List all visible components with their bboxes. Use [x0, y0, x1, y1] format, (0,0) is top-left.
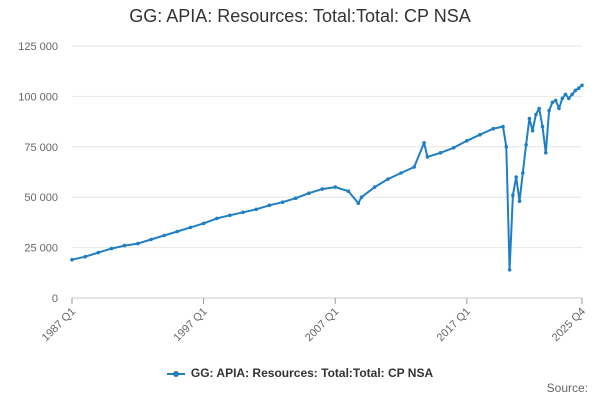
data-point: [557, 106, 561, 111]
y-tick-label: 25 000: [24, 243, 58, 255]
data-point: [573, 88, 578, 93]
data-point: [504, 145, 509, 149]
data-point: [122, 243, 127, 248]
data-point: [465, 139, 469, 143]
data-point: [149, 237, 153, 242]
data-point: [570, 92, 574, 97]
data-point: [96, 250, 101, 255]
data-point: [530, 128, 535, 133]
y-axis: 0 25 000 50 000 75 000 100 000 125 000: [18, 41, 58, 305]
y-tick-label: 125 000: [18, 41, 58, 53]
series-layer: [70, 83, 584, 272]
legend[interactable]: GG: APIA: Resources: Total:Total: CP NSA: [0, 366, 600, 380]
data-point: [254, 207, 259, 212]
data-point: [228, 213, 232, 218]
data-point: [412, 165, 417, 169]
data-point: [491, 126, 496, 131]
data-point: [537, 106, 541, 111]
y-tick-label: 75 000: [24, 142, 58, 154]
data-point: [524, 143, 528, 147]
data-point: [109, 246, 114, 251]
data-point: [451, 146, 456, 150]
data-point: [136, 241, 140, 246]
data-point: [478, 132, 482, 137]
data-point: [188, 225, 193, 230]
data-point: [511, 193, 515, 197]
data-point: [359, 195, 364, 199]
legend-swatch: [166, 370, 185, 377]
data-point: [386, 177, 390, 181]
data-point: [175, 229, 180, 234]
x-tick-label: 2007 Q1: [303, 306, 341, 344]
data-point: [527, 116, 532, 121]
data-point: [567, 96, 571, 101]
data-point: [547, 108, 551, 113]
data-point: [553, 98, 558, 103]
data-point: [372, 185, 377, 189]
data-point: [550, 100, 555, 105]
data-point: [83, 254, 87, 259]
data-point: [514, 175, 518, 179]
data-point: [422, 141, 426, 145]
data-point: [544, 151, 548, 155]
data-point: [534, 112, 538, 117]
data-point: [540, 124, 545, 129]
data-point: [560, 96, 565, 101]
data-point: [507, 268, 512, 272]
data-point: [320, 187, 324, 191]
data-point: [517, 199, 522, 203]
data-point: [162, 233, 166, 238]
data-point: [346, 189, 351, 193]
data-point: [215, 216, 219, 221]
grid-lines: [72, 45, 582, 299]
x-tick-label: 2025 Q4: [550, 306, 588, 344]
x-tick-label: 2017 Q1: [435, 306, 473, 344]
data-point: [201, 221, 206, 226]
data-point: [501, 124, 505, 129]
data-point: [356, 201, 361, 205]
data-point: [399, 171, 403, 175]
data-point: [425, 155, 430, 159]
legend-label: GG: APIA: Resources: Total:Total: CP NSA: [190, 366, 434, 380]
data-point: [70, 257, 74, 262]
x-axis: 1987 Q1 1997 Q1 2007 Q1 2017 Q1 2025 Q4: [40, 298, 588, 344]
data-point: [521, 171, 525, 175]
data-point: [241, 210, 245, 215]
source-label[interactable]: Source:: [546, 381, 588, 395]
data-point: [333, 185, 338, 189]
data-point: [267, 203, 272, 208]
data-point: [576, 86, 581, 91]
chart-title: GG: APIA: Resources: Total:Total: CP NSA: [129, 6, 471, 26]
y-tick-label: 0: [52, 293, 58, 305]
x-tick-label: 1997 Q1: [171, 306, 209, 344]
x-tick-label: 1987 Q1: [40, 306, 78, 344]
data-point: [438, 151, 443, 155]
data-point: [563, 92, 568, 97]
y-tick-label: 50 000: [24, 192, 58, 204]
y-tick-label: 100 000: [18, 91, 58, 103]
data-point: [293, 196, 298, 200]
data-point: [580, 83, 584, 88]
data-point: [307, 191, 311, 195]
data-point: [280, 200, 285, 204]
series-line: [71, 84, 583, 271]
